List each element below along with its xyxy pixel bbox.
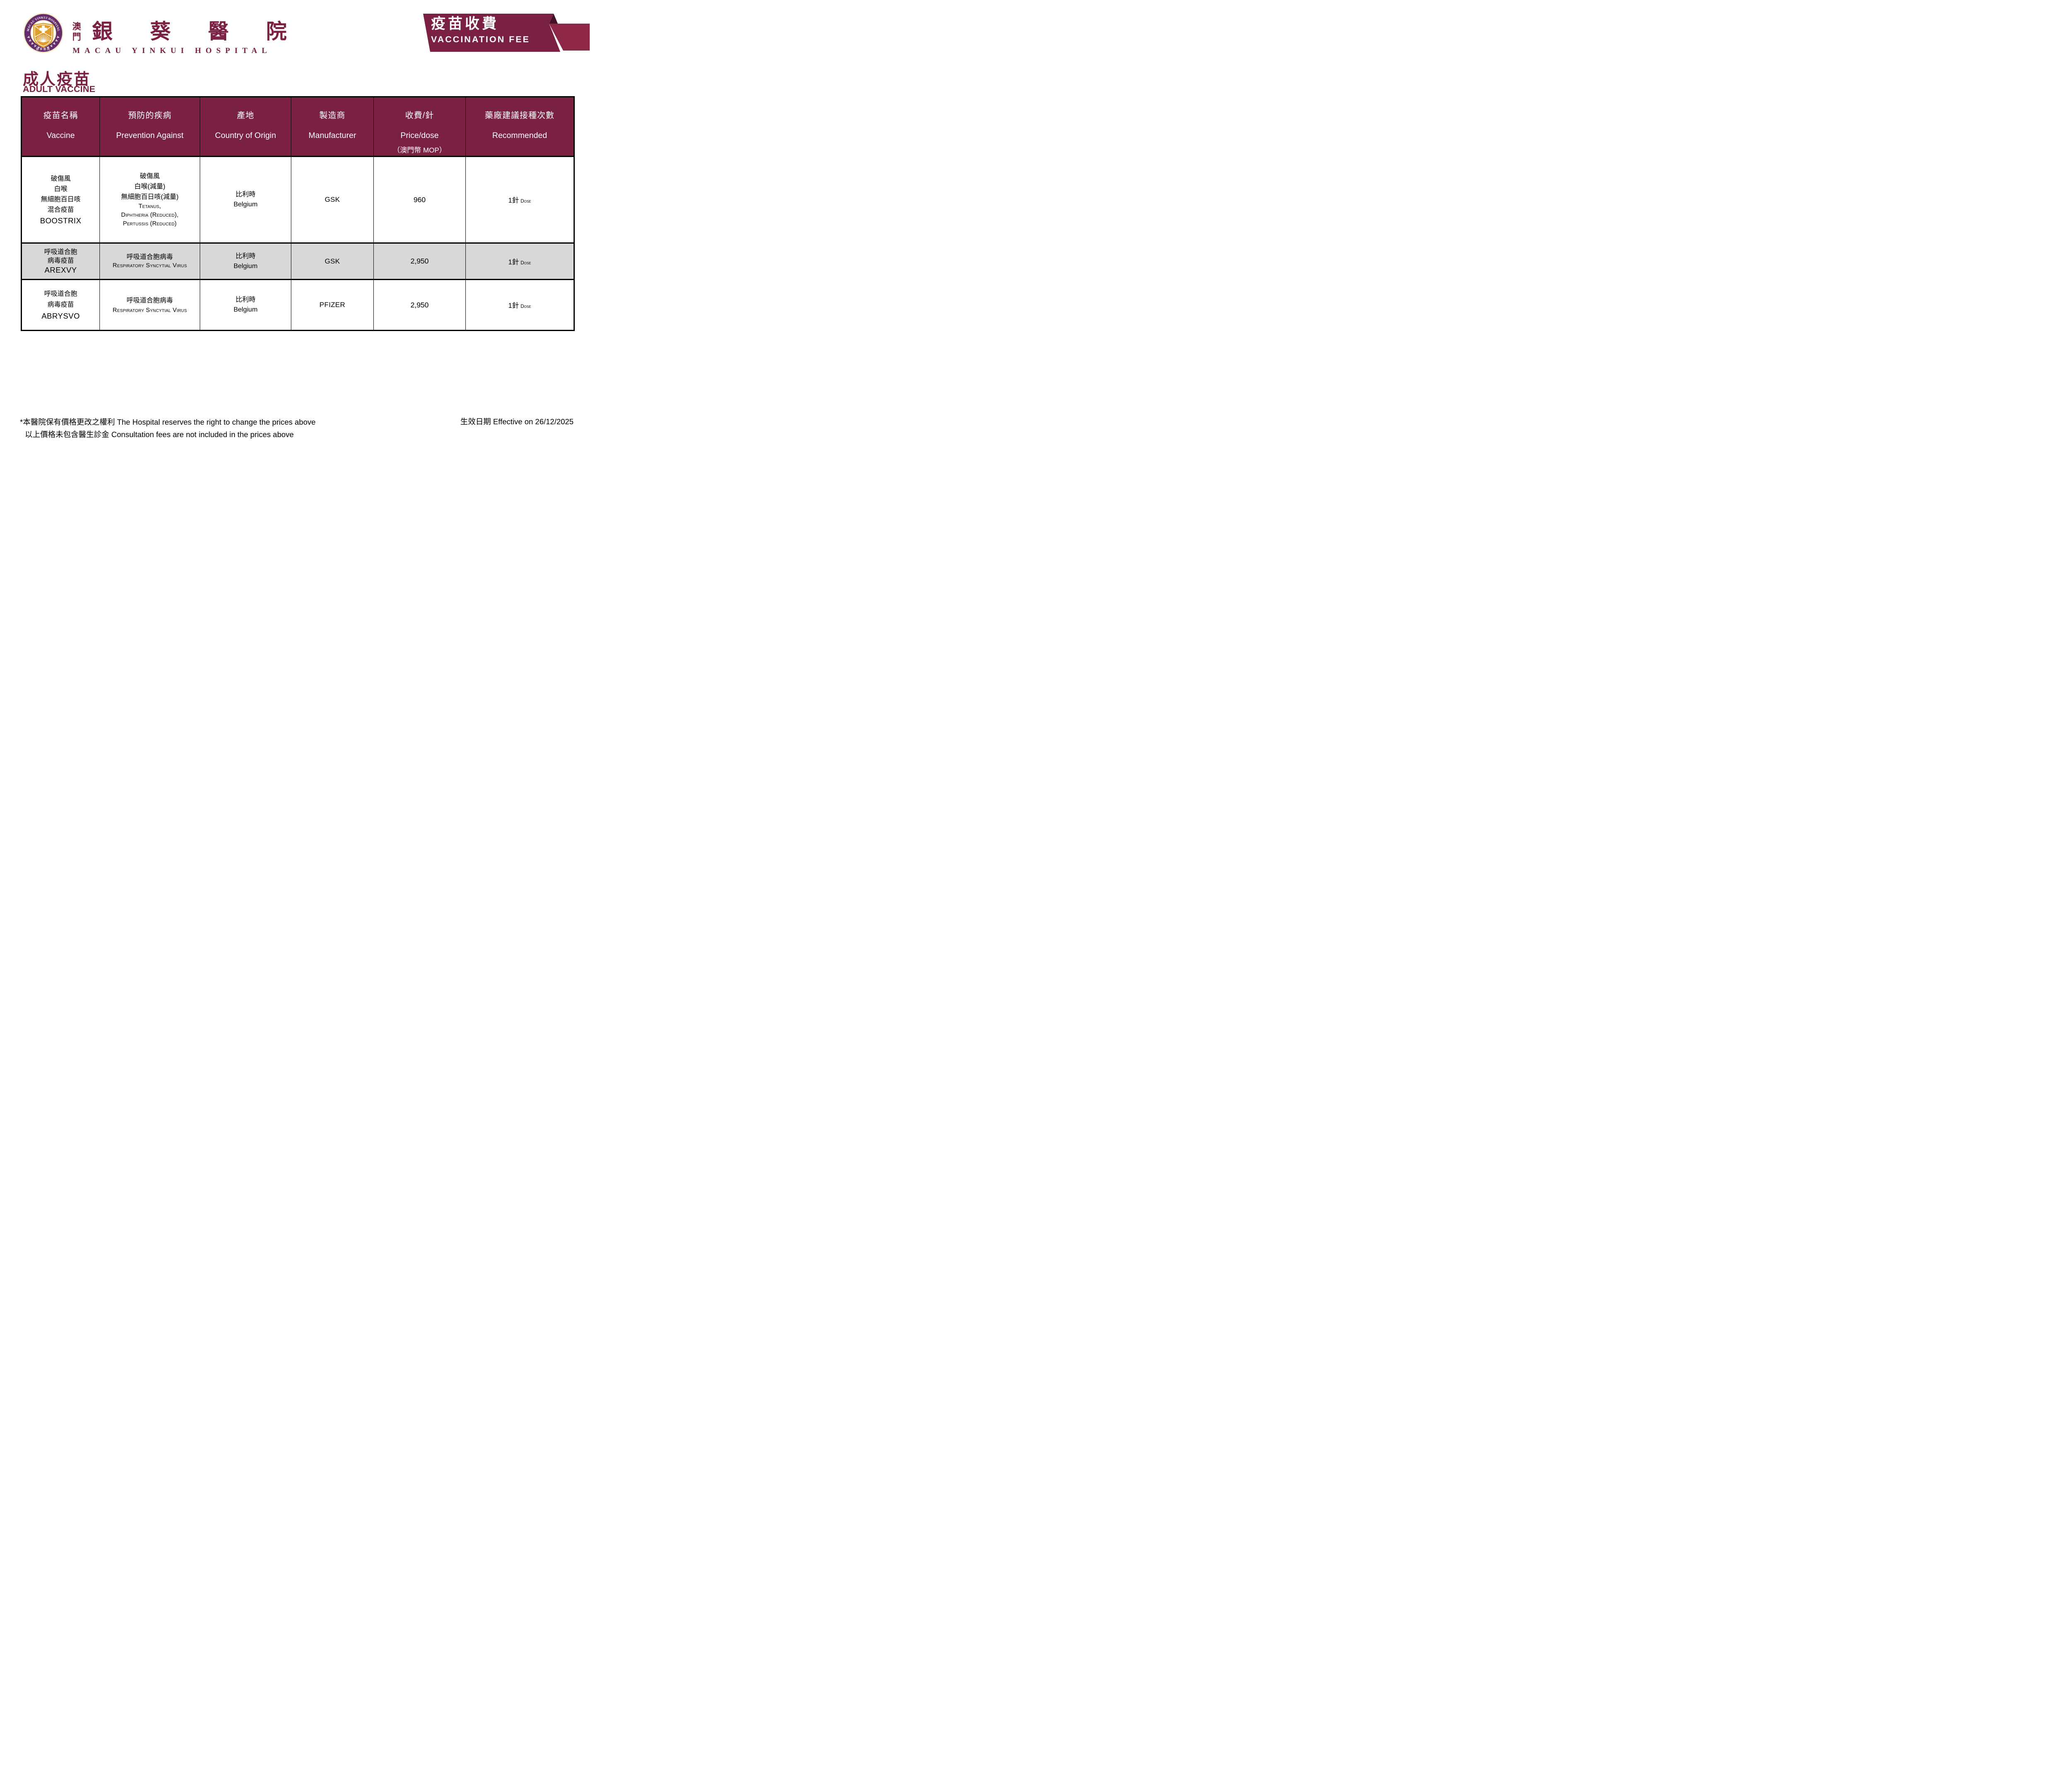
text-line: 破傷風 — [51, 175, 71, 182]
text-line: 破傷風 — [140, 173, 160, 180]
cell-prevention: 呼吸道合胞病毒 Respiratory Syncytial Virus — [99, 279, 200, 331]
cell-price: 960 — [373, 156, 466, 243]
vaccine-name: BOOSTRIX — [40, 216, 82, 225]
vaccination-fee-poster: MACAU YINKUI HOSPITAL 銀葵醫院 — [0, 0, 590, 442]
text-line: 呼吸道合胞 — [44, 290, 77, 297]
text-line: Pertussis (Reduced) — [123, 220, 177, 227]
text-line: 無細胞百日咳 — [41, 196, 81, 203]
table-row: 呼吸道合胞 病毒疫苗 ABRYSVO 呼吸道合胞病毒 Respiratory S… — [21, 279, 574, 331]
name-char: 葵 — [150, 20, 171, 43]
vaccine-name: ABRYSVO — [41, 311, 80, 320]
name-char: 院 — [266, 20, 287, 43]
text-line: 混合疫苗 — [47, 206, 74, 213]
text-line: Belgium — [233, 201, 258, 208]
dose-zh: 1針 — [508, 197, 519, 204]
cell-dose: 1針 Dose — [465, 156, 574, 243]
table-row: 呼吸道合胞 病毒疫苗 AREXVY 呼吸道合胞病毒 Respiratory Sy… — [21, 242, 574, 280]
col-header-prevention: 預防的疾病 Prevention Against — [99, 96, 200, 157]
cell-prevention: 破傷風 白喉(減量) 無細胞百日咳(減量) Tetanus, Diphtheri… — [99, 156, 200, 243]
footnote-price-change: *本醫院保有價格更改之權利 The Hospital reserves the … — [20, 418, 316, 426]
cell-manufacturer: PFIZER — [291, 279, 374, 331]
cell-manufacturer: GSK — [291, 242, 374, 280]
header-zh: 產地 — [237, 111, 254, 120]
cell-price: 2,950 — [373, 279, 466, 331]
dose-zh: 1針 — [508, 302, 519, 310]
cell-origin: 比利時 Belgium — [200, 279, 291, 331]
header-en: Vaccine — [46, 131, 75, 140]
header-en: Recommended — [492, 131, 547, 140]
header-zh: 疫苗名稱 — [43, 111, 78, 120]
banner-title-en: VACCINATION FEE — [431, 34, 530, 44]
dose-en: Dose — [520, 304, 531, 309]
name-char: 醫 — [208, 20, 229, 43]
dose-zh: 1針 — [508, 258, 519, 266]
text-line: Respiratory Syncytial Virus — [112, 307, 187, 314]
cell-vaccine: 呼吸道合胞 病毒疫苗 ABRYSVO — [21, 279, 100, 331]
section-title-en: ADULT VACCINE — [23, 84, 95, 94]
ribbon-shape — [423, 14, 590, 52]
header-note: （澳門幣 MOP） — [393, 146, 446, 154]
dose-en: Dose — [520, 260, 531, 266]
laurel-icon — [27, 36, 60, 49]
hospital-name-zh: 銀 葵 醫 院 — [92, 20, 287, 43]
text-line: Diphtheria (Reduced), — [121, 212, 179, 218]
col-header-manufacturer: 製造商 Manufacturer — [291, 96, 374, 157]
hospital-name-en: MACAU YINKUI HOSPITAL — [73, 46, 272, 55]
header-zh: 製造商 — [319, 111, 346, 120]
footnote-consultation: 以上價格未包含醫生診金 Consultation fees are not in… — [25, 430, 294, 439]
header-en: Manufacturer — [308, 131, 356, 140]
text-line: 比利時 — [235, 296, 256, 303]
dose-en: Dose — [520, 199, 531, 204]
cell-origin: 比利時 Belgium — [200, 156, 291, 243]
cell-dose: 1針 Dose — [465, 242, 574, 280]
header-zh: 收費/針 — [405, 111, 434, 120]
text-line: 呼吸道合胞病毒 — [126, 297, 173, 304]
col-header-recommended: 藥廠建議接種次數 Recommended — [465, 96, 574, 157]
hospital-name-prefix: 澳門 — [72, 22, 81, 42]
text-line: 無細胞百日咳(減量) — [121, 193, 179, 201]
text-line: 病毒疫苗 — [47, 257, 74, 264]
name-char: 銀 — [92, 20, 113, 43]
text-line: Tetanus, — [138, 203, 161, 210]
text-line: 呼吸道合胞病毒 — [126, 253, 173, 261]
header-zh: 藥廠建議接種次數 — [485, 111, 554, 120]
shield-icon — [33, 23, 53, 48]
header-en: Price/dose — [400, 131, 439, 140]
section-title-zh: 成人疫苗 — [23, 71, 91, 88]
footnotes: *本醫院保有價格更改之權利 The Hospital reserves the … — [20, 416, 316, 441]
banner-title-zh: 疫苗收費 — [431, 16, 499, 32]
col-header-vaccine: 疫苗名稱 Vaccine — [21, 96, 100, 157]
text-line: 白喉 — [54, 185, 68, 193]
header-en: Country of Origin — [215, 131, 276, 140]
text-line: Belgium — [233, 306, 258, 313]
text-line: Respiratory Syncytial Virus — [112, 262, 187, 269]
cell-vaccine: 破傷風 白喉 無細胞百日咳 混合疫苗 BOOSTRIX — [21, 156, 100, 243]
text-line: 呼吸道合胞 — [44, 248, 77, 256]
logo-bottom-text: 銀葵醫院 — [36, 47, 51, 51]
cell-vaccine: 呼吸道合胞 病毒疫苗 AREXVY — [21, 242, 100, 280]
header-en: Prevention Against — [116, 131, 184, 140]
effective-date: 生效日期 Effective on 26/12/2025 — [460, 417, 574, 426]
vaccine-fee-table: 疫苗名稱 Vaccine 預防的疾病 Prevention Against 產地… — [21, 96, 575, 331]
text-line: 白喉(減量) — [134, 183, 165, 190]
vaccine-name: AREXVY — [44, 265, 77, 274]
header-zh: 預防的疾病 — [128, 111, 172, 120]
cell-prevention: 呼吸道合胞病毒 Respiratory Syncytial Virus — [99, 242, 200, 280]
cell-price: 2,950 — [373, 242, 466, 280]
text-line: Belgium — [233, 262, 258, 270]
table-row: 破傷風 白喉 無細胞百日咳 混合疫苗 BOOSTRIX 破傷風 白喉(減量) 無… — [21, 156, 574, 243]
text-line: 比利時 — [235, 191, 256, 198]
starburst-icon — [36, 34, 51, 43]
col-header-price: 收費/針 Price/dose （澳門幣 MOP） — [373, 96, 466, 157]
cell-dose: 1針 Dose — [465, 279, 574, 331]
banner-text: 疫苗收費 VACCINATION FEE — [431, 15, 530, 45]
cell-manufacturer: GSK — [291, 156, 374, 243]
cell-origin: 比利時 Belgium — [200, 242, 291, 280]
col-header-origin: 產地 Country of Origin — [200, 96, 291, 157]
vaccination-fee-banner: 疫苗收費 VACCINATION FEE — [414, 10, 590, 70]
hospital-logo-icon: MACAU YINKUI HOSPITAL 銀葵醫院 — [23, 13, 63, 53]
table-header-row: 疫苗名稱 Vaccine 預防的疾病 Prevention Against 產地… — [21, 96, 574, 157]
text-line: 比利時 — [235, 252, 256, 260]
text-line: 病毒疫苗 — [47, 301, 74, 308]
